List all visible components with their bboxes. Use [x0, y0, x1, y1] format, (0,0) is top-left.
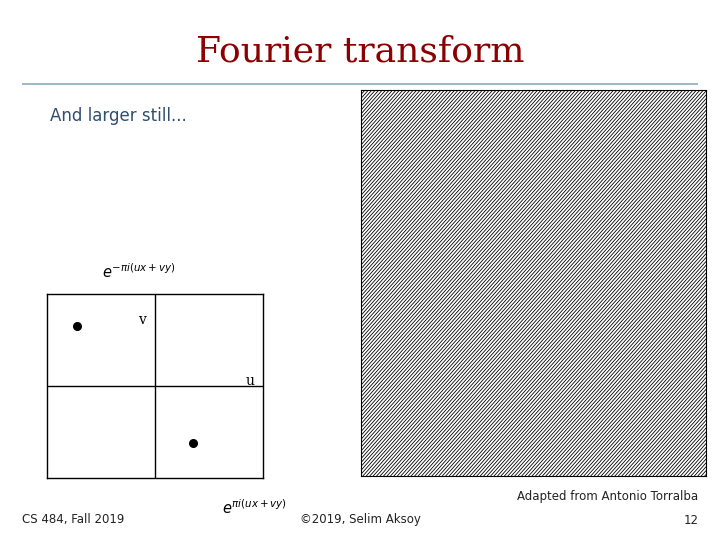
Text: Adapted from Antonio Torralba: Adapted from Antonio Torralba — [517, 490, 698, 503]
Text: 12: 12 — [683, 514, 698, 526]
Text: $e^{-\pi i\left(ux+vy\right)}$: $e^{-\pi i\left(ux+vy\right)}$ — [102, 262, 176, 280]
Text: ©2019, Selim Aksoy: ©2019, Selim Aksoy — [300, 514, 420, 526]
Text: v: v — [138, 313, 145, 327]
Text: Fourier transform: Fourier transform — [196, 35, 524, 68]
Text: CS 484, Fall 2019: CS 484, Fall 2019 — [22, 514, 124, 526]
Text: And larger still...: And larger still... — [50, 107, 187, 125]
Text: $e^{\pi i\left(ux+vy\right)}$: $e^{\pi i\left(ux+vy\right)}$ — [222, 498, 287, 517]
Text: u: u — [246, 374, 254, 388]
